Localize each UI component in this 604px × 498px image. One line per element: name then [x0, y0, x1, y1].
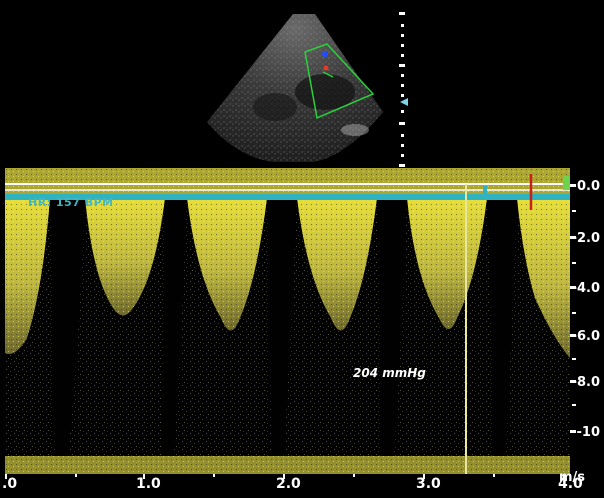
- time-tick-0: .0: [2, 476, 18, 492]
- time-tick-3: 3.0: [416, 476, 441, 492]
- heart-rate-label: HR: 157 BPM: [28, 196, 114, 209]
- time-tick-4: 4.0: [558, 476, 583, 492]
- pressure-gradient-label: 204 mmHg: [353, 366, 426, 380]
- depth-scale-ticks: [399, 12, 408, 167]
- velocity-tick-4: -8.0: [571, 375, 600, 390]
- velocity-tick-3: -6.0: [571, 329, 600, 344]
- time-axis: .0 1.0 2.0 3.0 4.0: [0, 474, 604, 498]
- velocity-unit-label: m/s: [559, 470, 586, 485]
- time-axis-ticks: [5, 474, 565, 479]
- velocity-tick-1: -2.0: [571, 231, 600, 246]
- ultrasound-sector-image: [207, 14, 383, 162]
- velocity-tick-0: 0.0: [576, 179, 600, 194]
- time-tick-1: 1.0: [136, 476, 161, 492]
- velocity-tick-5: -10: [576, 425, 601, 440]
- spectral-doppler-strip: [5, 168, 570, 474]
- velocity-scale-ticks: [570, 184, 576, 433]
- time-tick-2: 2.0: [276, 476, 301, 492]
- doppler-color-blue: [322, 51, 328, 57]
- velocity-tick-2: -4.0: [571, 281, 600, 296]
- focus-marker: [400, 98, 408, 106]
- velocity-scale: 0.0 -2.0 -4.0 -6.0 -8.0 -10: [570, 168, 604, 474]
- baseline-cyan-bar: [5, 194, 570, 200]
- doppler-color-red: [323, 65, 329, 71]
- color-doppler-box: [304, 43, 375, 120]
